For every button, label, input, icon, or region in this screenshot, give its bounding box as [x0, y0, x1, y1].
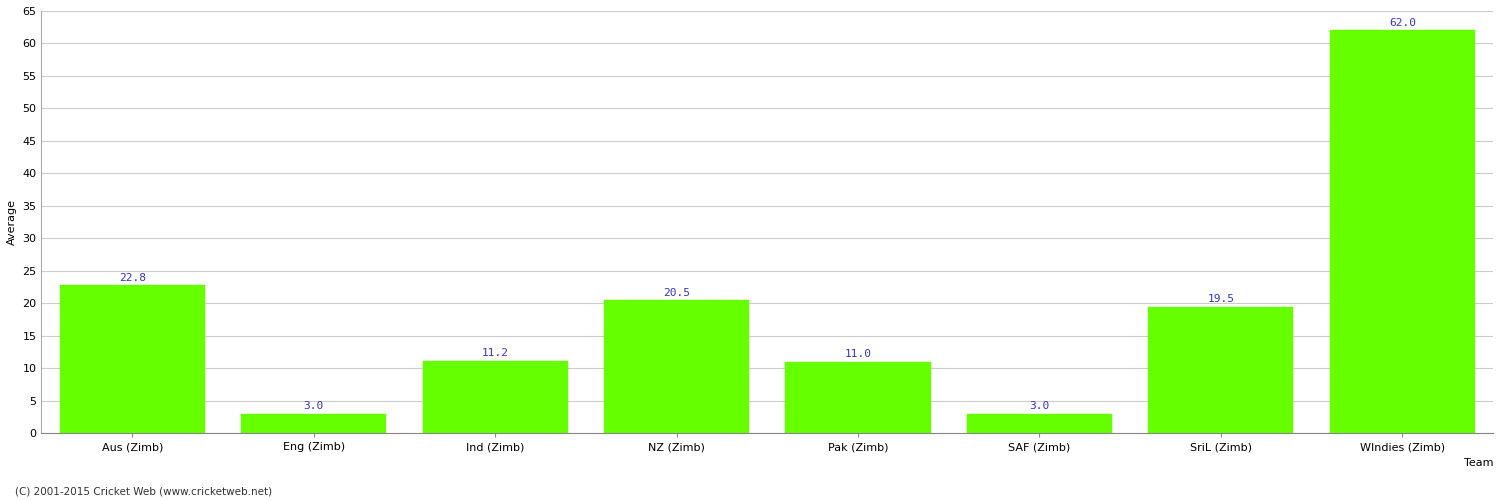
- Text: 22.8: 22.8: [118, 272, 146, 282]
- Y-axis label: Average: Average: [8, 199, 16, 245]
- Bar: [60, 286, 206, 434]
- Bar: [604, 300, 748, 434]
- Text: 19.5: 19.5: [1208, 294, 1234, 304]
- Bar: [1330, 30, 1474, 434]
- Bar: [786, 362, 930, 434]
- Bar: [968, 414, 1112, 434]
- Bar: [423, 360, 567, 434]
- Text: 11.0: 11.0: [844, 350, 871, 360]
- Text: 3.0: 3.0: [1029, 402, 1050, 411]
- Text: 62.0: 62.0: [1389, 18, 1416, 28]
- Bar: [242, 414, 386, 434]
- Text: 20.5: 20.5: [663, 288, 690, 298]
- Bar: [1149, 306, 1293, 434]
- X-axis label: Team: Team: [1464, 458, 1492, 468]
- Text: 3.0: 3.0: [303, 402, 324, 411]
- Text: (C) 2001-2015 Cricket Web (www.cricketweb.net): (C) 2001-2015 Cricket Web (www.cricketwe…: [15, 487, 272, 497]
- Text: 11.2: 11.2: [482, 348, 508, 358]
